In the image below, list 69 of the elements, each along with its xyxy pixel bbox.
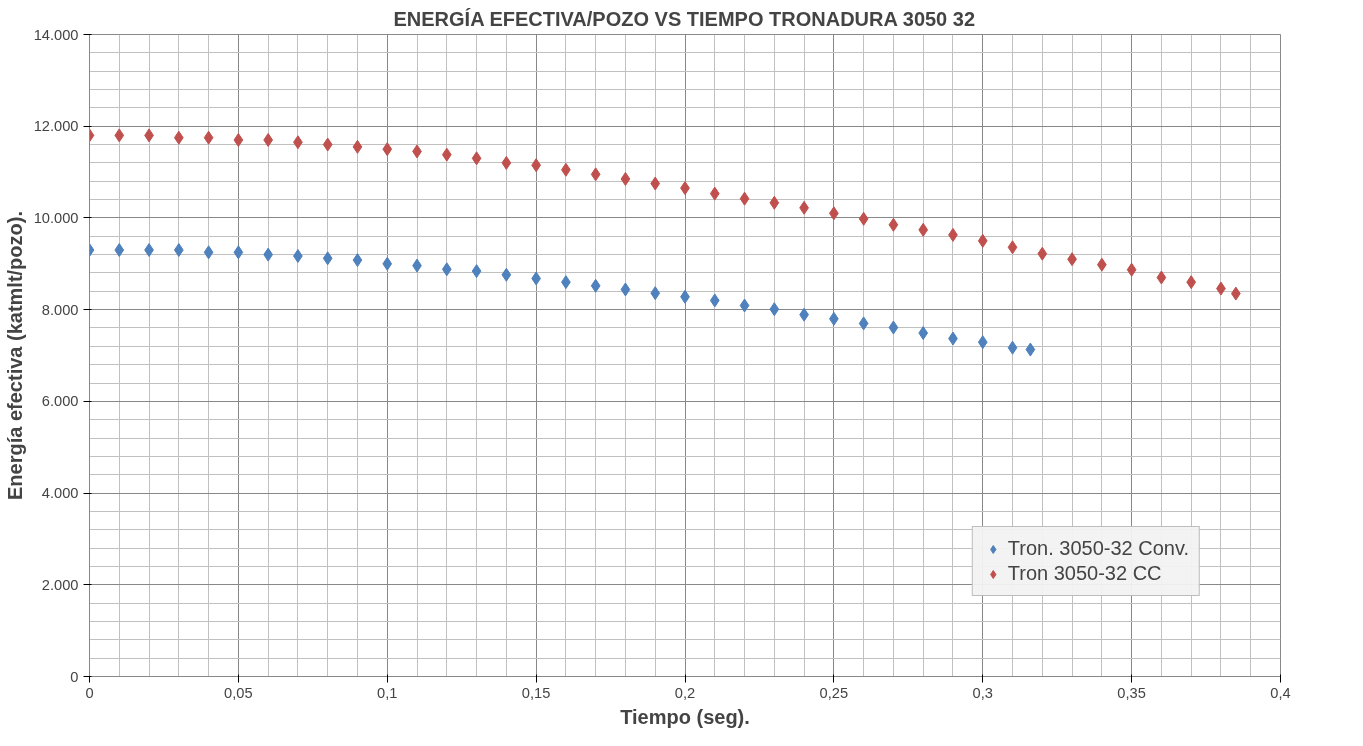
legend-label: Tron 3050-32 CC: [1007, 562, 1162, 585]
point: [1025, 342, 1036, 357]
y-tick-label: 0: [70, 668, 79, 685]
point: [441, 147, 452, 162]
point: [322, 137, 333, 152]
x-tick-label: 0,3: [972, 684, 993, 701]
point: [1126, 262, 1137, 277]
y-tick-label: 10.000: [33, 209, 79, 226]
point: [501, 155, 512, 170]
x-tick-label: 0,35: [1117, 684, 1146, 701]
point: [1156, 270, 1167, 285]
point: [590, 278, 601, 293]
point: [918, 222, 929, 237]
point: [1037, 246, 1048, 261]
point: [501, 267, 512, 282]
point: [203, 245, 214, 260]
point: [977, 233, 988, 248]
x-tick-label: 0,4: [1270, 684, 1291, 701]
point: [1007, 340, 1018, 355]
point: [1007, 240, 1018, 255]
y-tick-label: 12.000: [33, 118, 79, 135]
x-tick-label: 0,05: [224, 684, 253, 701]
x-tick-label: 0,15: [521, 684, 551, 701]
point: [650, 286, 661, 301]
point: [114, 128, 125, 143]
point: [352, 139, 363, 154]
point: [1186, 275, 1197, 290]
point: [233, 245, 244, 260]
legend-label: Tron. 3050-32 Conv.: [1007, 537, 1189, 560]
point: [709, 293, 720, 308]
point: [977, 335, 988, 350]
point: [858, 211, 869, 226]
point: [650, 176, 661, 191]
x-tick-label: 0,25: [819, 684, 849, 701]
point: [441, 262, 452, 277]
point: [382, 142, 393, 157]
point: [739, 191, 750, 206]
point: [888, 320, 899, 335]
point: [769, 195, 780, 210]
point: [173, 130, 184, 145]
point: [709, 186, 720, 201]
point: [858, 316, 869, 331]
point: [382, 256, 393, 271]
y-tick-label: 8.000: [41, 301, 79, 318]
x-tick-label: 0: [85, 684, 94, 701]
point: [888, 217, 899, 232]
chart-title: ENERGÍA EFECTIVA/POZO VS TIEMPO TRONADURA 3050 32: [393, 7, 976, 30]
point: [203, 130, 214, 145]
y-tick-label: 14.000: [33, 26, 79, 43]
point: [620, 171, 631, 186]
point: [233, 132, 244, 147]
point: [352, 253, 363, 268]
y-tick-label: 4.000: [41, 485, 79, 502]
point: [322, 251, 333, 266]
point: [918, 326, 929, 341]
point: [620, 282, 631, 297]
x-tick-label: 0,1: [377, 684, 398, 701]
point: [173, 243, 184, 258]
y-tick-label: 6.000: [41, 393, 79, 410]
y-tick-label: 2.000: [41, 576, 79, 593]
point: [471, 264, 482, 279]
point: [739, 298, 750, 313]
point: [471, 151, 482, 166]
y-axis-title: Energía efectiva (katmlt/pozo).: [3, 211, 26, 500]
x-axis-title: Tiempo (seg).: [620, 705, 750, 728]
point: [114, 243, 125, 258]
x-tick-label: 0,2: [674, 684, 696, 701]
point: [590, 167, 601, 182]
point: [769, 302, 780, 317]
